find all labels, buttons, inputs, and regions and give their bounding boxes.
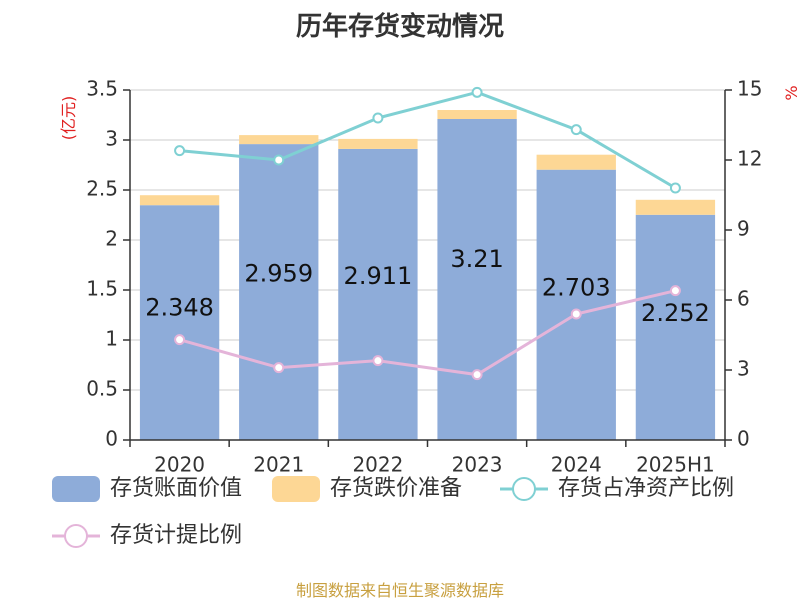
net-asset-ratio-point — [174, 145, 186, 157]
provision-ratio-point — [570, 308, 582, 320]
x-tick-label: 2025H1 — [636, 453, 715, 477]
y-left-tick-label: 1.5 — [86, 277, 118, 301]
bars — [139, 110, 716, 440]
provision-ratio-line — [179, 289, 676, 377]
series-lines — [174, 86, 681, 381]
y-left-tick-label: 2 — [105, 227, 118, 251]
bar-value-label: 2.911 — [344, 262, 413, 290]
y-right-tick-label: 0 — [737, 427, 750, 451]
left-axis-unit: (亿元) — [59, 96, 78, 141]
bar-value-label: 2.252 — [641, 299, 710, 327]
x-tick-label: 2020 — [154, 453, 205, 477]
y-right-tick-label: 6 — [737, 287, 750, 311]
net-asset-ratio-point — [372, 112, 384, 124]
net-asset-ratio-point — [273, 154, 285, 166]
legend-label: 存货计提比例 — [110, 523, 242, 548]
source-note: 制图数据来自恒生聚源数据库 — [296, 581, 504, 600]
bar-book-value — [536, 169, 616, 440]
y-left-tick-label: 3.5 — [86, 77, 118, 101]
bar-book-value — [139, 205, 220, 440]
provision-ratio-point — [669, 285, 681, 297]
data-labels: 2.348 2.959 2.911 3.21 2.703 2.252 — [145, 245, 710, 327]
y-right-tick-label: 12 — [737, 147, 762, 171]
right-axis-unit: % — [782, 85, 800, 100]
net-asset-ratio-point — [471, 86, 483, 98]
legend-swatch — [52, 476, 100, 502]
y-left-tick-label: 3 — [105, 127, 118, 151]
bar-value-label: 3.21 — [450, 245, 503, 273]
y-right-tick-label: 9 — [737, 217, 750, 241]
bar-impairment — [239, 135, 319, 145]
x-tick-label: 2023 — [452, 453, 503, 477]
grid-lines — [130, 89, 725, 441]
y-right-tick-label: 15 — [737, 77, 762, 101]
y-left-tick-label: 1 — [105, 327, 118, 351]
bar-impairment — [338, 138, 418, 149]
legend-label: 存货跌价准备 — [330, 476, 462, 501]
net-asset-ratio-point — [669, 182, 681, 194]
bar-impairment — [536, 154, 616, 170]
bar-value-label: 2.348 — [145, 294, 214, 322]
bar-value-label: 2.703 — [542, 274, 611, 302]
bar-impairment — [635, 199, 716, 215]
legend-swatch — [272, 476, 320, 502]
bar-impairment — [139, 195, 220, 206]
provision-ratio-point — [273, 362, 285, 374]
bar-book-value — [239, 144, 319, 440]
y-right-tick-label: 3 — [737, 357, 750, 381]
legend-label: 存货账面价值 — [110, 476, 242, 501]
legend-marker — [64, 524, 88, 548]
bar-value-label: 2.959 — [244, 259, 313, 287]
y-left-tick-label: 0.5 — [86, 377, 118, 401]
bar-book-value — [437, 119, 517, 440]
provision-ratio-point — [174, 334, 186, 346]
net-asset-ratio-point — [570, 124, 582, 136]
net-asset-ratio-line — [179, 90, 677, 190]
x-tick-label: 2024 — [551, 453, 602, 477]
provision-ratio-point — [471, 369, 483, 381]
bar-impairment — [437, 110, 517, 119]
x-tick-label: 2022 — [352, 453, 403, 477]
legend-label: 存货占净资产比例 — [558, 476, 734, 501]
bar-book-value — [338, 148, 418, 440]
y-left-tick-label: 0 — [105, 427, 118, 451]
bar-book-value — [635, 214, 716, 440]
x-tick-label: 2021 — [253, 453, 304, 477]
chart-title: 历年存货变动情况 — [296, 11, 504, 42]
y-left-tick-label: 2.5 — [86, 177, 118, 201]
axes: 0 0.5 1 1.5 2 2.5 3 3.5 0 3 6 9 12 15 2020 2021 2022 2023… — [86, 77, 762, 477]
legend-marker — [512, 477, 536, 501]
provision-ratio-point — [372, 355, 384, 367]
